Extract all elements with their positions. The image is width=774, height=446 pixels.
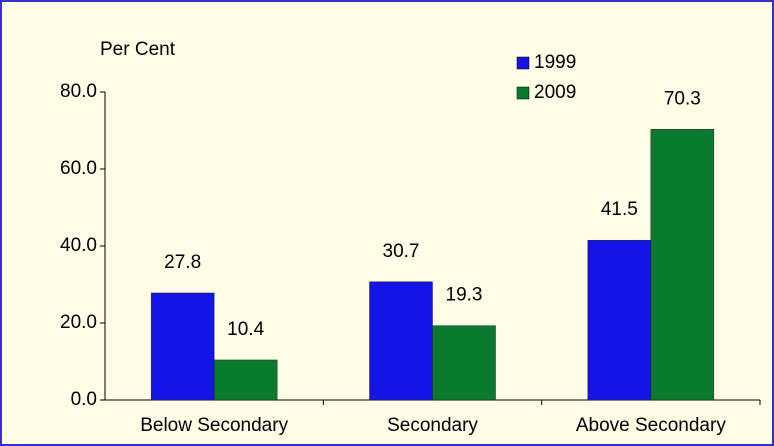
- bar: [432, 325, 496, 401]
- y-tick-label: 0.0: [71, 389, 97, 410]
- bar: [587, 239, 652, 401]
- x-tick-label: Below Secondary: [140, 415, 288, 436]
- data-label: 19.3: [446, 285, 483, 306]
- bar: [150, 292, 215, 401]
- data-label: 70.3: [664, 88, 701, 109]
- legend-swatch: [516, 86, 530, 100]
- legend-label: 2009: [534, 82, 576, 103]
- y-tick-label: 20.0: [60, 312, 97, 333]
- y-axis-label: Per Cent: [100, 39, 176, 60]
- y-tick-label: 80.0: [60, 81, 97, 102]
- data-label: 30.7: [383, 241, 420, 262]
- x-tick-label: Secondary: [387, 415, 478, 436]
- bar: [369, 281, 433, 401]
- legend-swatch: [516, 56, 530, 70]
- x-tick-label: Above Secondary: [576, 415, 726, 436]
- y-tick-label: 40.0: [60, 235, 97, 256]
- legend-label: 1999: [534, 52, 576, 73]
- bar: [213, 359, 278, 401]
- data-label: 27.8: [164, 252, 201, 273]
- y-tick-label: 60.0: [60, 158, 97, 179]
- bar: [650, 129, 715, 401]
- data-label: 41.5: [601, 199, 638, 220]
- data-label: 10.4: [227, 319, 264, 340]
